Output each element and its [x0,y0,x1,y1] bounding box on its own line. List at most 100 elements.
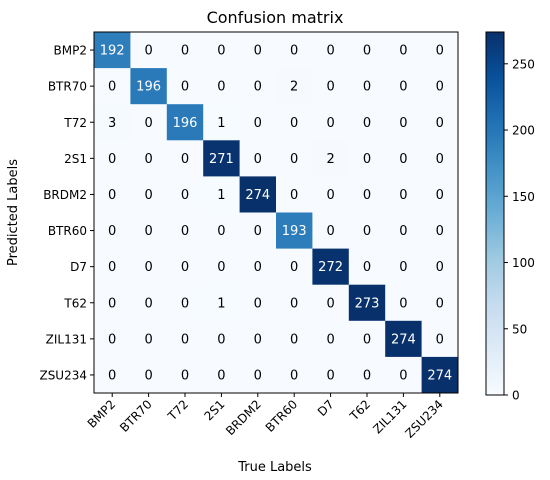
heatmap-cell [276,140,313,177]
heatmap-cell [203,320,240,358]
cell-value-label: 271 [209,152,234,167]
cell-value-label: 0 [290,368,298,383]
x-axis-label: True Labels [237,460,312,475]
heatmap-cell [312,68,350,105]
cell-value-label: 0 [181,368,189,383]
cell-value-label: 0 [108,152,116,167]
heatmap-cell [130,140,168,177]
heatmap-cell [239,356,277,394]
cell-value-label: 0 [436,296,444,311]
heatmap-cell [276,68,313,105]
cell-value-label: 0 [144,116,152,131]
heatmap-cell [239,32,277,69]
heatmap-cell [94,32,131,69]
heatmap-cell [385,104,422,141]
cell-value-label: 0 [363,80,371,95]
cell-value-label: 0 [363,152,371,167]
heatmap-cell-labels: 192 0 0 0 0 0 0 0 0 0 0 196 0 0 0 2 0 0 0 0 3 0 196 1 0 0 0 0 0 0 0 0 0 2… [100,44,452,384]
cell-value-label: 0 [181,152,189,167]
heatmap-cell [421,356,459,394]
heatmap-cell [312,140,350,177]
y-tick-label: BMP2 [54,44,87,58]
cell-value-label: 0 [144,188,152,203]
heatmap-cell [94,176,131,213]
heatmap-cell [130,284,168,322]
cell-value-label: 0 [108,260,116,275]
heatmap-cell [166,248,204,286]
heatmap-cell [276,212,313,249]
heatmap-cell [276,104,313,141]
heatmap-cell [276,176,313,213]
cell-value-label: 0 [181,296,189,311]
heatmap-cell [94,140,131,177]
cell-value-label: 0 [290,332,298,347]
cell-value-label: 0 [181,224,189,239]
heatmap-cell [385,284,422,322]
colorbar-tick-label: 250 [512,57,535,71]
cell-value-label: 0 [436,332,444,347]
heatmap-cell [130,104,168,141]
colorbar-ticks: 0 50 100 150 200 250 [504,57,535,403]
cell-value-label: 0 [108,332,116,347]
heatmap-cell [348,104,386,141]
cell-value-label: 0 [436,44,444,59]
heatmap-cell [421,176,459,213]
heatmap-cell [276,284,313,322]
heatmap-cell [421,32,459,69]
cell-value-label: 0 [363,44,371,59]
heatmap-cell [312,248,350,286]
cell-value-label: 0 [399,116,407,131]
cell-value-label: 0 [436,80,444,95]
cell-value-label: 0 [436,260,444,275]
heatmap-cell [203,212,240,249]
cell-value-label: 0 [108,296,116,311]
cell-value-label: 274 [427,368,452,383]
y-axis-label: Predicted Labels [6,159,21,266]
heatmap-cell [166,356,204,394]
heatmap-cell [312,320,350,358]
heatmap-cell [239,68,277,105]
cell-value-label: 0 [144,332,152,347]
heatmap-cell [276,248,313,286]
cell-value-label: 0 [144,44,152,59]
cell-value-label: 0 [217,224,225,239]
heatmap-cell [239,284,277,322]
cell-value-label: 0 [363,224,371,239]
cell-value-label: 0 [181,188,189,203]
cell-value-label: 1 [217,188,225,203]
cell-value-label: 274 [245,188,270,203]
cell-value-label: 0 [363,188,371,203]
cell-value-label: 0 [290,44,298,59]
cell-value-label: 0 [290,152,298,167]
heatmap-cell [385,248,422,286]
heatmap-cell [130,32,168,69]
heatmap-cell [312,32,350,69]
heatmap-cell [421,140,459,177]
cell-value-label: 2 [290,80,298,95]
cell-value-label: 0 [326,116,334,131]
heatmap-cell [166,176,204,213]
heatmap-cell [348,356,386,394]
x-tick-label: BMP2 [85,397,119,431]
cell-value-label: 0 [436,224,444,239]
heatmap-cell [385,176,422,213]
cell-value-label: 0 [254,44,262,59]
cell-value-label: 0 [436,188,444,203]
heatmap-cell [421,284,459,322]
heatmap-cell [385,32,422,69]
colorbar-tick-label: 150 [512,190,535,204]
heatmap-cell [421,212,459,249]
cell-value-label: 0 [399,188,407,203]
cell-value-label: 0 [326,368,334,383]
cell-value-label: 0 [217,332,225,347]
cell-value-label: 0 [217,44,225,59]
heatmap-cell [385,140,422,177]
heatmap-cell [385,356,422,394]
heatmap-cell [130,212,168,249]
y-tick-label: D7 [70,260,87,274]
x-tick-label: D7 [315,397,337,419]
cell-value-label: 0 [326,296,334,311]
y-tick-label: T62 [63,296,87,310]
cell-value-label: 0 [399,152,407,167]
cell-value-label: 0 [144,224,152,239]
